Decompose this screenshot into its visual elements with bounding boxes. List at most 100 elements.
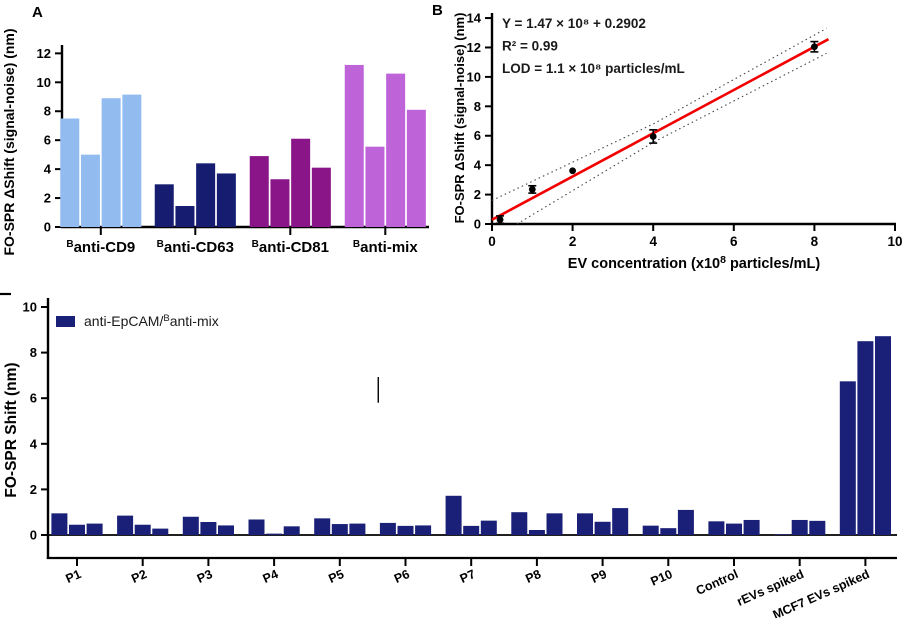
c-bar xyxy=(397,525,414,535)
c-bar xyxy=(774,534,791,535)
b-y-axis-title: FO-SPR ΔShift (signal-noise) (nm) xyxy=(452,13,467,224)
c-legend-swatch xyxy=(56,316,75,327)
b-x-tick-label: 6 xyxy=(730,234,738,249)
a-bar xyxy=(175,206,195,227)
c-bar xyxy=(857,341,874,535)
c-x-category-label: P3 xyxy=(195,567,215,586)
c-x-category-label: P2 xyxy=(129,567,149,586)
a-x-group-label: Banti-CD9 xyxy=(66,239,135,256)
b-data-point xyxy=(528,186,536,193)
c-bar xyxy=(677,509,694,535)
c-bar xyxy=(612,508,629,535)
panel-a-chart: 0 2 4 6 8 10 12 Banti-CD9 Banti-CD63 Banti-CD81 Ba… xyxy=(1,28,429,256)
c-bar xyxy=(86,523,103,535)
c-bar xyxy=(331,524,348,535)
a-bar xyxy=(80,154,100,227)
c-x-category-label: P6 xyxy=(392,567,412,586)
panel-a-label: A xyxy=(32,4,43,21)
b-data-point xyxy=(569,167,576,175)
c-y-tick-label: 10 xyxy=(23,300,37,315)
b-x-tick-label: 4 xyxy=(649,234,657,249)
c-bar xyxy=(546,513,563,535)
b-y-tick-label: 0 xyxy=(474,217,481,232)
c-bar xyxy=(660,528,677,535)
c-x-category-label: P8 xyxy=(523,567,543,586)
b-data-point xyxy=(496,216,504,223)
b-y-tick-label: 10 xyxy=(467,69,481,84)
a-bar xyxy=(154,184,174,227)
a-y-tick-label: 0 xyxy=(44,220,51,235)
b-x-tick-label: 0 xyxy=(488,234,496,249)
panel-c: 0 2 4 6 8 10 P1 P2 P3 P4 P5 P6 P7 P8 P9 P10 Control rEVs … xyxy=(0,290,906,618)
panel-b-label: B xyxy=(432,2,443,19)
c-bar xyxy=(314,518,331,535)
a-bar xyxy=(216,173,236,227)
a-bar xyxy=(386,73,406,227)
a-bar xyxy=(60,118,80,227)
b-x-tick-label: 2 xyxy=(569,234,577,249)
c-bar xyxy=(642,525,659,535)
c-x-category-label: P9 xyxy=(589,567,609,586)
b-ci-lower-line xyxy=(516,52,827,225)
c-y-axis-title: FO-SPR Shift (nm) xyxy=(3,362,20,497)
c-bar xyxy=(511,512,528,535)
a-y-tick-label: 12 xyxy=(37,46,51,61)
c-bar xyxy=(809,520,826,535)
c-x-category-label: P5 xyxy=(326,567,346,586)
c-bar xyxy=(445,495,462,535)
a-y-tick-label: 6 xyxy=(44,133,51,148)
a-y-axis-title: FO-SPR ΔShift (signal-noise) (nm) xyxy=(1,28,17,255)
c-bar xyxy=(134,524,151,535)
c-bar xyxy=(594,521,611,535)
c-bar xyxy=(152,528,169,535)
c-x-category-label: P10 xyxy=(648,567,674,589)
c-bar xyxy=(218,525,234,535)
b-data-point xyxy=(811,43,818,51)
a-x-group-label: Banti-CD81 xyxy=(252,239,329,256)
a-x-group-label: Banti-CD63 xyxy=(157,239,234,256)
a-y-tick-label: 2 xyxy=(44,191,51,206)
c-x-category-label: P4 xyxy=(261,567,281,586)
c-bar xyxy=(577,513,593,535)
a-bar xyxy=(122,94,142,227)
a-y-tick-label: 4 xyxy=(44,162,52,177)
a-y-tick-label: 10 xyxy=(37,75,51,90)
b-y-tick-label: 2 xyxy=(474,187,481,202)
b-y-tick-label: 14 xyxy=(467,11,482,26)
c-bar xyxy=(182,516,199,535)
b-y-tick-label: 4 xyxy=(474,158,482,173)
panel-b: B 0 2 4 6 8 10 12 14 0 2 4 6 8 10 Y = 1.47 × 10⁸ + 0.2… xyxy=(430,0,906,290)
b-x-tick-label: 10 xyxy=(887,234,902,249)
c-bar xyxy=(528,529,545,535)
c-bar xyxy=(743,519,760,535)
c-y-tick-label: 6 xyxy=(30,391,37,406)
c-bar xyxy=(69,524,85,535)
b-annotation-line: R² = 0.99 xyxy=(502,39,558,54)
b-y-tick-label: 6 xyxy=(474,128,481,143)
a-bar xyxy=(365,146,385,227)
b-ci-upper-line xyxy=(491,27,827,201)
c-x-category-label: P1 xyxy=(64,567,84,586)
a-x-group-label: Banti-mix xyxy=(353,239,418,256)
c-bar xyxy=(791,519,808,535)
b-y-tick-label: 8 xyxy=(474,99,481,114)
a-bar xyxy=(249,156,269,227)
a-bar xyxy=(101,98,121,227)
c-bar xyxy=(51,513,68,535)
c-y-tick-label: 8 xyxy=(30,345,37,360)
c-x-category-label: P7 xyxy=(458,567,478,586)
b-annotation-line: Y = 1.47 × 10⁸ + 0.2902 xyxy=(502,16,646,31)
a-bar xyxy=(196,163,216,227)
c-bar xyxy=(266,533,283,535)
b-data-point xyxy=(649,133,657,140)
a-bar xyxy=(291,138,311,227)
panel-a: A 0 2 4 6 8 10 12 Banti-CD9 Banti-CD63 Banti-CD81… xyxy=(0,0,430,290)
panel-b-chart: 0 2 4 6 8 10 12 14 0 2 4 6 8 10 Y = 1.47 × 10⁸ + 0.290… xyxy=(452,11,903,272)
b-y-tick-label: 12 xyxy=(467,40,481,55)
a-bar xyxy=(270,179,290,227)
c-bar xyxy=(117,515,134,535)
c-bar xyxy=(726,523,742,535)
c-bar xyxy=(415,525,432,535)
